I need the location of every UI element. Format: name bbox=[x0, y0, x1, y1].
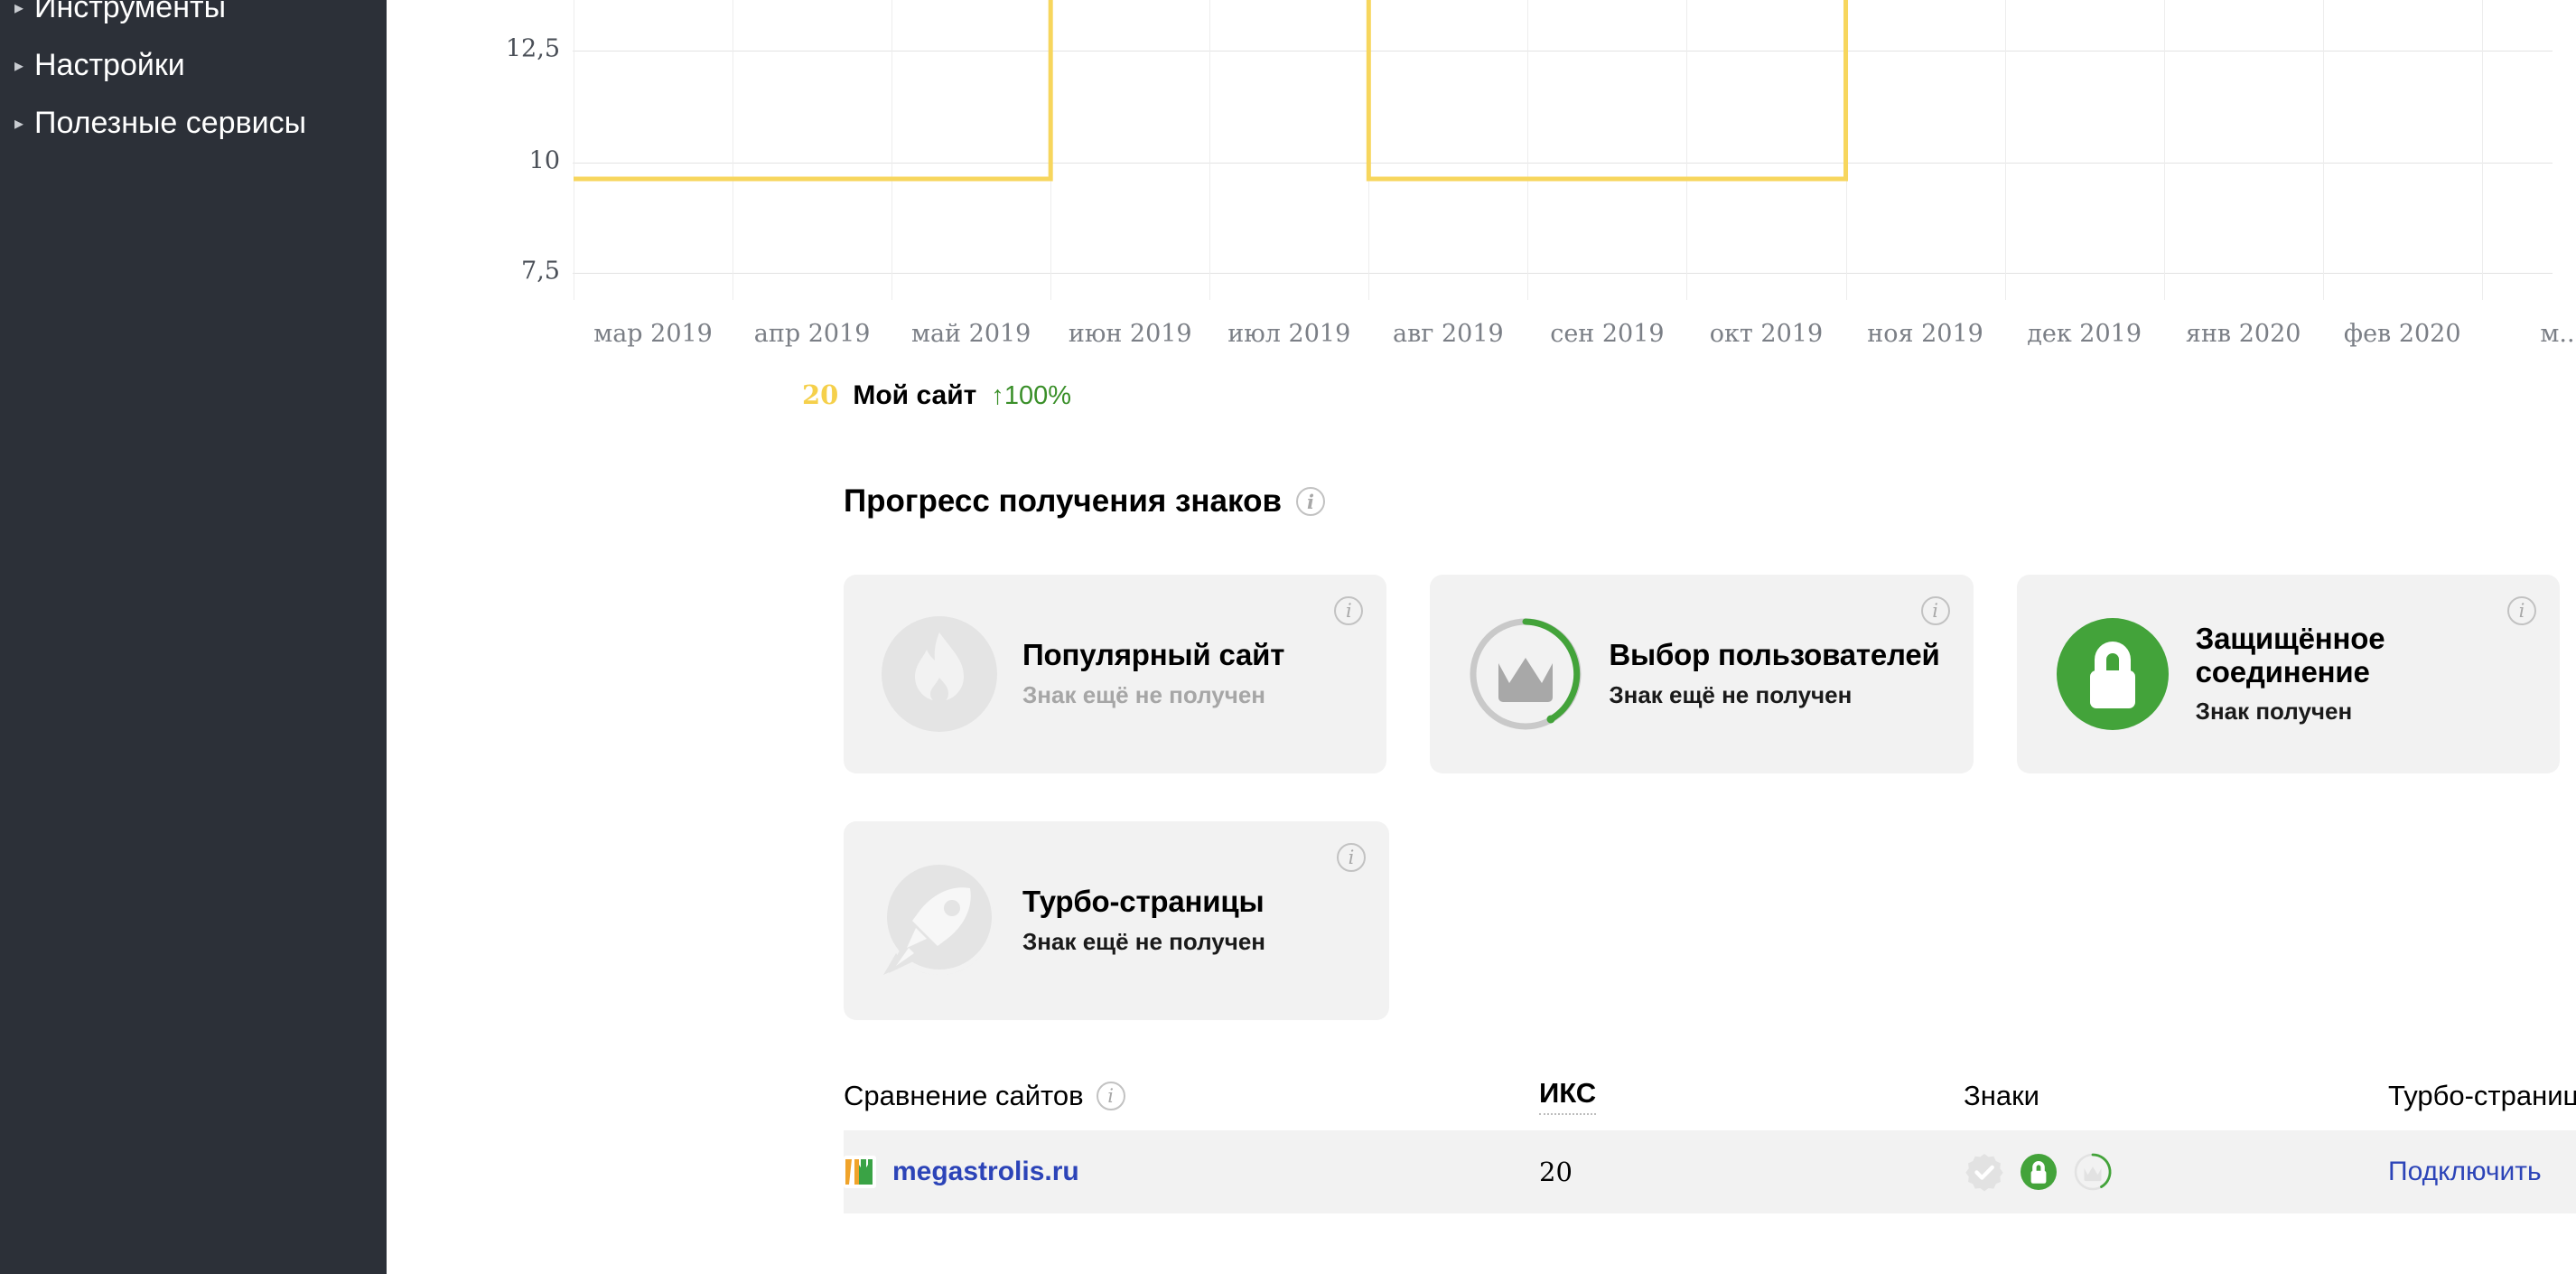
chart-x-tick-label: июн 2019 bbox=[1068, 320, 1192, 348]
chart-x-tick-label: авг 2019 bbox=[1392, 320, 1504, 348]
connect-turbo-link[interactable]: Подключить bbox=[2388, 1157, 2542, 1186]
cell-signs bbox=[1964, 1151, 2388, 1193]
info-icon[interactable]: i bbox=[1295, 487, 1325, 516]
chevron-right-icon: ▸ bbox=[14, 56, 24, 76]
table-header-row: Сравнение сайтов i ИКС Знаки Турбо-стран… bbox=[844, 1062, 2576, 1130]
chart-gridline-v bbox=[2322, 0, 2324, 300]
column-header-sites: Сравнение сайтов i bbox=[844, 1080, 1539, 1112]
sidebar-item-tools[interactable]: ▸ Инструменты bbox=[0, 0, 387, 36]
sidebar-item-useful-services[interactable]: ▸ Полезные сервисы bbox=[0, 96, 387, 152]
badge-title: Турбо-страницы bbox=[1022, 885, 1265, 919]
crown-badge-icon[interactable] bbox=[2072, 1151, 2114, 1193]
badge-card-row: i Популярный сайт Знак ещё не получен bbox=[844, 575, 2560, 773]
badge-card-popular-site[interactable]: i Популярный сайт Знак ещё не получен bbox=[844, 575, 1387, 773]
column-header-label: ИКС bbox=[1539, 1077, 1597, 1115]
chart-x-tick-label: дек 2019 bbox=[2027, 320, 2142, 348]
badge-status: Знак получен bbox=[2195, 698, 2353, 726]
chevron-right-icon: ▸ bbox=[14, 114, 24, 134]
sidebar-item-label: Полезные сервисы bbox=[34, 106, 307, 141]
column-header-signs: Знаки bbox=[1964, 1080, 2388, 1112]
column-header-label: Турбо-страницы bbox=[2388, 1080, 2576, 1111]
chart-gridline-h bbox=[573, 163, 2553, 164]
chart-y-tick-label: 15 bbox=[529, 0, 573, 4]
sidebar: ▸ Инструменты ▸ Настройки ▸ Полезные сер… bbox=[0, 0, 387, 1274]
sidebar-item-label: Настройки bbox=[34, 48, 185, 83]
chart-gridline-h bbox=[573, 273, 2553, 274]
badge-title: Защищённое соединение bbox=[2195, 621, 2385, 689]
chart-legend[interactable]: 20 Мой сайт ↑100% bbox=[802, 379, 1071, 411]
info-icon[interactable]: i bbox=[1337, 843, 1366, 872]
chart-gridline-h bbox=[573, 51, 2553, 52]
chart-line-my-site bbox=[574, 0, 1849, 182]
badge-card-row: i Турбо-страницы bbox=[844, 821, 2560, 1020]
column-header-label: Знаки bbox=[1964, 1080, 2039, 1111]
badge-card-user-choice[interactable]: i Выбор пользователей Знак ещё не получе… bbox=[1430, 575, 1974, 773]
crown-icon bbox=[1462, 611, 1589, 737]
info-icon[interactable]: i bbox=[2506, 596, 2536, 625]
chart-y-tick-label: 7,5 bbox=[521, 257, 560, 286]
legend-value: 20 bbox=[802, 379, 839, 410]
chevron-right-icon: ▸ bbox=[14, 0, 24, 18]
column-header-ics[interactable]: ИКС bbox=[1539, 1077, 1964, 1115]
info-icon[interactable]: i bbox=[1334, 596, 1364, 625]
info-icon[interactable]: i bbox=[1920, 596, 1950, 625]
legend-series-name: Мой сайт bbox=[853, 380, 977, 410]
ics-history-chart: 15 12,5 10 7,5 мар 2019 апр 2019 май 2019 июн … bbox=[457, 0, 2576, 348]
chart-gridline-v bbox=[1527, 0, 1529, 300]
chart-x-tick-label: фев 2020 bbox=[2343, 320, 2461, 348]
lock-badge-icon[interactable] bbox=[2018, 1151, 2059, 1193]
chart-gridline-v bbox=[1209, 0, 1211, 300]
chart-gridline-v bbox=[2163, 0, 2165, 300]
sidebar-item-settings[interactable]: ▸ Настройки bbox=[0, 38, 387, 94]
chart-x-tick-label: окт 2019 bbox=[1709, 320, 1824, 348]
sidebar-item-label: Инструменты bbox=[34, 0, 227, 25]
progress-title-text: Прогресс получения знаков bbox=[844, 483, 1282, 519]
cell-turbo: Подключить bbox=[2388, 1157, 2576, 1187]
legend-delta: ↑100% bbox=[991, 381, 1071, 410]
badge-card-secure-connection[interactable]: i Защищённое соединение Знак получен bbox=[2016, 575, 2560, 773]
badge-title: Выбор пользователей bbox=[1609, 638, 1940, 672]
comparison-table: Сравнение сайтов i ИКС Знаки Турбо-стран… bbox=[844, 1062, 2576, 1213]
chart-x-tick-label: май 2019 bbox=[910, 320, 1031, 348]
badge-card-turbo-pages[interactable]: i Турбо-страницы bbox=[844, 821, 1389, 1020]
chart-plot-area: 15 12,5 10 7,5 bbox=[506, 0, 2553, 300]
chart-gridline-v bbox=[2481, 0, 2483, 300]
chart-x-tick-label: янв 2020 bbox=[2185, 320, 2301, 348]
chart-x-tick-label: сен 2019 bbox=[1550, 320, 1665, 348]
info-icon[interactable]: i bbox=[1096, 1082, 1125, 1110]
chart-y-tick-label: 12,5 bbox=[505, 34, 560, 63]
badge-title: Популярный сайт bbox=[1022, 638, 1285, 672]
badge-status: Знак ещё не получен bbox=[1609, 680, 1853, 708]
rocket-icon bbox=[876, 857, 1003, 984]
megastrolis-favicon bbox=[844, 1156, 876, 1188]
chart-y-tick-label: 10 bbox=[528, 146, 560, 175]
badge-cards: i Популярный сайт Знак ещё не получен bbox=[844, 575, 2560, 1068]
verified-check-badge-icon[interactable] bbox=[1964, 1151, 2005, 1193]
badge-status: Знак ещё не получен bbox=[1022, 927, 1265, 955]
column-header-label: Сравнение сайтов bbox=[844, 1080, 1084, 1111]
chart-gridline-v bbox=[891, 0, 893, 300]
lock-icon bbox=[2049, 611, 2176, 737]
chart-series-layer bbox=[574, 0, 1849, 182]
chart-x-tick-label: ноя 2019 bbox=[1867, 320, 1983, 348]
chart-x-tick-label: мар 2019 bbox=[593, 320, 713, 348]
chart-x-tick-label: июл 2019 bbox=[1227, 320, 1351, 348]
badge-status: Знак ещё не получен bbox=[1022, 680, 1265, 708]
column-header-turbo: Турбо-страницы bbox=[2388, 1080, 2576, 1112]
cell-site: megastrolis.ru bbox=[844, 1156, 1539, 1188]
table-row[interactable]: megastrolis.ru 20 bbox=[844, 1130, 2576, 1213]
chart-x-tick-label: апр 2019 bbox=[753, 320, 871, 348]
main-content: 15 12,5 10 7,5 мар 2019 апр 2019 май 2019 июн … bbox=[387, 0, 2576, 1274]
chart-x-axis: мар 2019 апр 2019 май 2019 июн 2019 июл 2019… bbox=[573, 309, 2576, 354]
flame-icon bbox=[876, 611, 1003, 737]
progress-section-title: Прогресс получения знаков i bbox=[844, 483, 1325, 520]
site-link[interactable]: megastrolis.ru bbox=[892, 1157, 1079, 1186]
chart-gridline-v bbox=[2004, 0, 2006, 300]
chart-x-tick-label: м... bbox=[2540, 320, 2576, 348]
cell-ics: 20 bbox=[1539, 1157, 1573, 1187]
chart-gridline-v bbox=[1686, 0, 1688, 300]
